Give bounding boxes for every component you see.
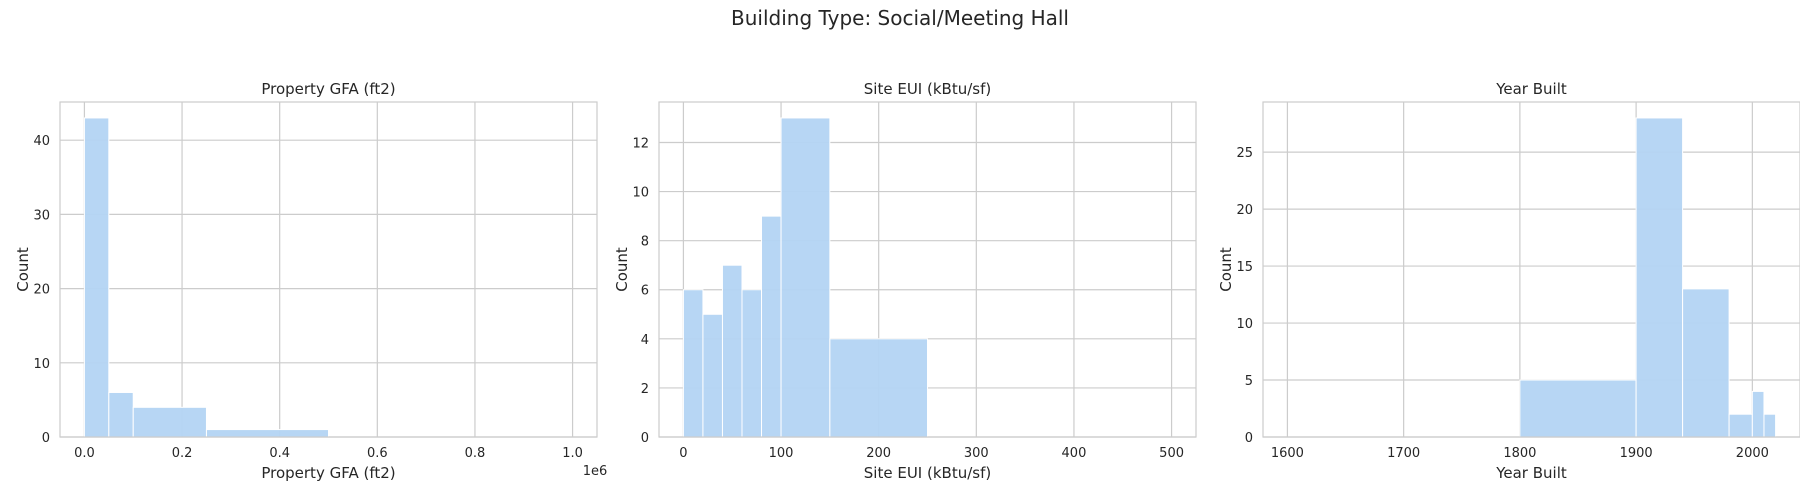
year-built-xlabel: Year Built: [1495, 464, 1567, 482]
site-eui-xtick-label-0: 0: [679, 446, 687, 461]
site-eui-bar-1: [702, 313, 723, 438]
site-eui-ytick-label-6: 12: [632, 136, 649, 151]
year-built-xtick-label-0: 1600: [1271, 446, 1304, 461]
year-built-xtick-label-4: 2000: [1736, 446, 1769, 461]
site-eui-xtick-label-3: 300: [964, 446, 989, 461]
property-gfa-xtick-label-3: 0.6: [367, 446, 388, 461]
year-built-bar-2: [1635, 117, 1684, 438]
site-eui-xtick-label-1: 100: [769, 446, 794, 461]
year-built-ytick-label-1: 5: [1245, 374, 1253, 389]
year-built-bar-3: [1682, 288, 1730, 438]
year-built-axes-frame: [1262, 101, 1800, 438]
site-eui-title: Site EUI (kBtu/sf): [864, 80, 991, 98]
year-built-ytick-label-2: 10: [1236, 317, 1253, 332]
property-gfa-xtick-label-0: 0.0: [74, 446, 95, 461]
property-gfa-ylabel: Count: [14, 247, 32, 292]
figure-title: Building Type: Social/Meeting Hall: [731, 6, 1069, 30]
year-built-ytick-label-0: 0: [1245, 431, 1253, 446]
site-eui-bar-4: [761, 215, 782, 438]
property-gfa-xtick-label-5: 1.0: [562, 446, 583, 461]
site-eui-ytick-label-0: 0: [641, 431, 649, 446]
site-eui-bar-6: [829, 338, 929, 438]
property-gfa-offset-label: 1e6: [583, 464, 608, 479]
site-eui-bar-5: [780, 117, 831, 438]
site-eui-ytick-label-2: 4: [641, 333, 649, 348]
site-eui-ytick-label-3: 6: [641, 284, 649, 299]
panel-property-gfa: 0.0 0.2 0.4 0.6 0.8 1.0 0 10 20 30 40 Property GFA …: [14, 80, 607, 482]
panel-site-eui: 0 100 200 300 400 500 0 2 4 6 8 10 12 Site EUI (kBtu/…: [613, 80, 1197, 482]
property-gfa-axes-frame: [59, 101, 598, 438]
site-eui-xtick-label-5: 500: [1159, 446, 1184, 461]
property-gfa-xtick-label-2: 0.4: [269, 446, 290, 461]
site-eui-bar-3: [741, 289, 763, 438]
year-built-xtick-label-2: 1800: [1503, 446, 1536, 461]
site-eui-bar-0: [682, 289, 704, 438]
year-built-bar-1: [1519, 379, 1637, 438]
property-gfa-ytick-label-1: 10: [33, 357, 50, 372]
site-eui-axes-frame: [658, 101, 1197, 438]
year-built-ytick-label-5: 25: [1236, 146, 1253, 161]
year-built-ylabel: Count: [1217, 247, 1235, 292]
property-gfa-bar-0: [83, 117, 110, 438]
year-built-xtick-label-3: 1900: [1620, 446, 1653, 461]
year-built-bar-5: [1751, 390, 1765, 438]
property-gfa-bar-2: [132, 406, 207, 438]
property-gfa-bar-3: [205, 429, 329, 438]
property-gfa-xlabel: Property GFA (ft2): [261, 464, 395, 482]
property-gfa-xtick-label-1: 0.2: [172, 446, 193, 461]
site-eui-ytick-label-5: 10: [632, 186, 649, 201]
property-gfa-ytick-label-3: 30: [33, 208, 50, 223]
property-gfa-ytick-label-0: 0: [42, 431, 50, 446]
property-gfa-xtick-label-4: 0.8: [465, 446, 486, 461]
year-built-xtick-label-1: 1700: [1387, 446, 1420, 461]
year-built-bar-6: [1763, 413, 1777, 438]
site-eui-xtick-label-4: 400: [1062, 446, 1087, 461]
site-eui-bar-2: [721, 264, 743, 438]
year-built-ytick-label-3: 15: [1236, 260, 1253, 275]
site-eui-xtick-label-2: 200: [866, 446, 891, 461]
site-eui-ytick-label-4: 8: [641, 235, 649, 250]
property-gfa-bar-1: [108, 391, 134, 438]
year-built-title: Year Built: [1495, 80, 1567, 98]
site-eui-xlabel: Site EUI (kBtu/sf): [864, 464, 991, 482]
panel-year-built: 1600 1700 1800 1900 2000 0 5 10 15 20 25 Year Built…: [1217, 80, 1800, 482]
property-gfa-title: Property GFA (ft2): [261, 80, 395, 98]
site-eui-ylabel: Count: [613, 247, 631, 292]
site-eui-ytick-label-1: 2: [641, 382, 649, 397]
property-gfa-ytick-label-4: 40: [33, 134, 50, 149]
year-built-bar-4: [1728, 413, 1753, 438]
year-built-ytick-label-4: 20: [1236, 203, 1253, 218]
property-gfa-ytick-label-2: 20: [33, 283, 50, 298]
